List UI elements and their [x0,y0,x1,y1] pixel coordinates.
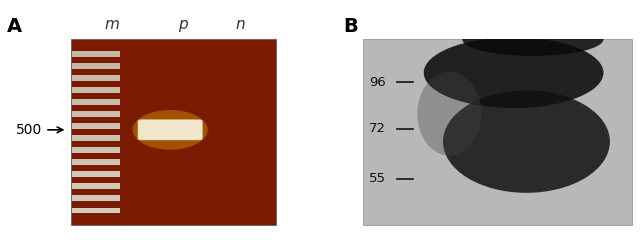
FancyBboxPatch shape [72,51,120,57]
FancyBboxPatch shape [72,135,120,141]
FancyBboxPatch shape [72,111,120,117]
FancyBboxPatch shape [72,172,120,177]
Text: 72: 72 [369,122,386,135]
FancyBboxPatch shape [72,159,120,165]
Text: m: m [105,17,120,32]
Text: 500: 500 [16,123,63,137]
FancyBboxPatch shape [72,63,120,69]
FancyBboxPatch shape [72,208,120,213]
FancyBboxPatch shape [138,120,202,140]
FancyBboxPatch shape [72,87,120,93]
Text: n: n [236,17,245,32]
FancyBboxPatch shape [72,75,120,81]
FancyBboxPatch shape [72,123,120,129]
Text: A: A [6,17,22,36]
Ellipse shape [424,37,603,108]
Text: B: B [343,17,358,36]
Text: 55: 55 [369,172,386,185]
Ellipse shape [417,72,482,156]
Text: 96: 96 [369,75,386,88]
FancyBboxPatch shape [71,39,276,225]
FancyBboxPatch shape [72,99,120,105]
FancyBboxPatch shape [72,184,120,189]
Ellipse shape [133,110,207,150]
FancyBboxPatch shape [72,196,120,201]
Text: p: p [178,17,187,32]
FancyBboxPatch shape [72,147,120,153]
FancyBboxPatch shape [363,39,632,225]
Ellipse shape [443,90,610,193]
Bar [363,39,632,225]
Ellipse shape [462,23,603,56]
